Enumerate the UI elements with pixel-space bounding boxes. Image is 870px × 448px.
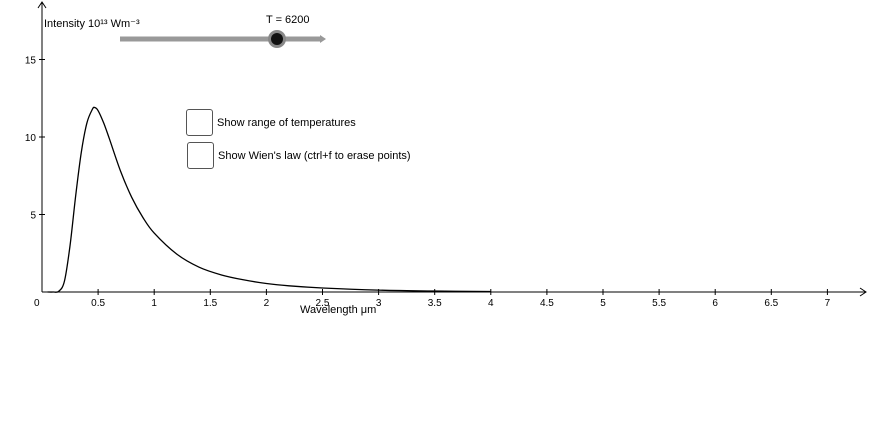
x-ticks: 0 0.5 1 1.5 2 2.5 3 3.5 4 4.5 5 5.5 6 6.5 7: [34, 289, 831, 309]
x-tick-label: 1: [151, 298, 157, 309]
checkbox-wiens-law[interactable]: [187, 142, 214, 169]
checkbox-wiens-law-label: Show Wien's law (ctrl+f to erase points): [218, 149, 411, 162]
slider-end-arrow-icon: [320, 35, 326, 43]
temperature-slider[interactable]: [120, 30, 326, 48]
checkbox-temperature-range-row[interactable]: Show range of temperatures: [186, 109, 356, 136]
checkbox-temperature-range-label: Show range of temperatures: [217, 116, 356, 129]
x-tick-label: 0.5: [91, 298, 105, 309]
x-tick-label: 7: [825, 298, 831, 309]
x-axis-label: Wavelength μm: [300, 304, 376, 316]
slider-handle-core[interactable]: [271, 33, 283, 45]
x-tick-label: 6: [712, 298, 718, 309]
y-ticks: 5 10 15: [25, 56, 45, 222]
x-tick-label: 3.5: [428, 298, 442, 309]
intensity-curve: [47, 106, 491, 293]
y-tick-label: 10: [25, 133, 37, 144]
x-axis-arrow-icon: [859, 287, 867, 297]
y-axis-label: Intensity 10¹³ Wm⁻³: [44, 18, 140, 30]
checkbox-temperature-range[interactable]: [186, 109, 213, 136]
x-tick-label: 2: [264, 298, 270, 309]
y-tick-label: 5: [30, 211, 36, 222]
x-tick-label: 5.5: [652, 298, 666, 309]
slider-label: T = 6200: [266, 14, 310, 26]
x-tick-label: 5: [600, 298, 606, 309]
x-tick-label: 4: [488, 298, 494, 309]
x-tick-label: 1.5: [203, 298, 217, 309]
checkbox-wiens-law-row[interactable]: Show Wien's law (ctrl+f to erase points): [187, 142, 411, 169]
x-tick-label: 6.5: [764, 298, 778, 309]
y-axis-arrow-icon: [37, 1, 47, 9]
x-tick-label: 2.5: [316, 298, 330, 309]
x-tick-label: 3: [376, 298, 382, 309]
x-tick-label: 0: [34, 298, 40, 309]
x-tick-label: 4.5: [540, 298, 554, 309]
y-tick-label: 15: [25, 56, 37, 67]
